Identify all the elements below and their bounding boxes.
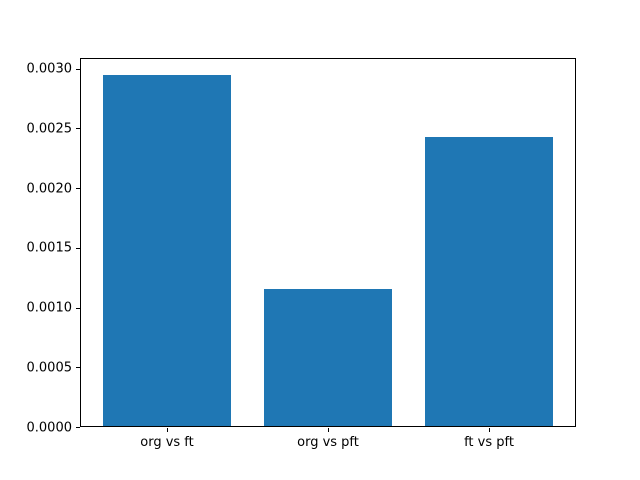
x-axis-tick-label-org-vs-pft: org vs pft — [297, 435, 359, 450]
y-axis-tick-label: 0.0025 — [26, 121, 73, 137]
x-axis-tick — [489, 428, 490, 432]
y-axis-tick — [76, 427, 80, 428]
x-axis-tick-label-org-vs-ft: org vs ft — [140, 435, 194, 450]
y-axis-tick — [76, 308, 80, 309]
x-axis-tick-label-ft-vs-pft: ft vs pft — [464, 435, 514, 450]
x-axis-tick — [328, 428, 329, 432]
y-axis-tick-label: 0.0015 — [26, 240, 73, 256]
y-axis-tick-label: 0.0005 — [26, 360, 73, 376]
bar-org-vs-pft — [263, 288, 393, 427]
bar-ft-vs-pft — [424, 136, 554, 427]
y-axis-tick — [76, 128, 80, 129]
y-axis-tick-label: 0.0020 — [26, 181, 73, 197]
y-axis-tick-label: 0.0000 — [26, 420, 73, 435]
y-axis-tick — [76, 69, 80, 70]
y-axis-tick-label: 0.0030 — [26, 61, 73, 77]
bar-org-vs-ft — [102, 74, 232, 427]
y-axis-tick — [76, 188, 80, 189]
y-axis-tick — [76, 367, 80, 368]
y-axis-tick-label: 0.0010 — [26, 300, 73, 316]
y-axis-tick — [76, 248, 80, 249]
plot-area — [80, 58, 576, 427]
x-axis-tick — [167, 428, 168, 432]
